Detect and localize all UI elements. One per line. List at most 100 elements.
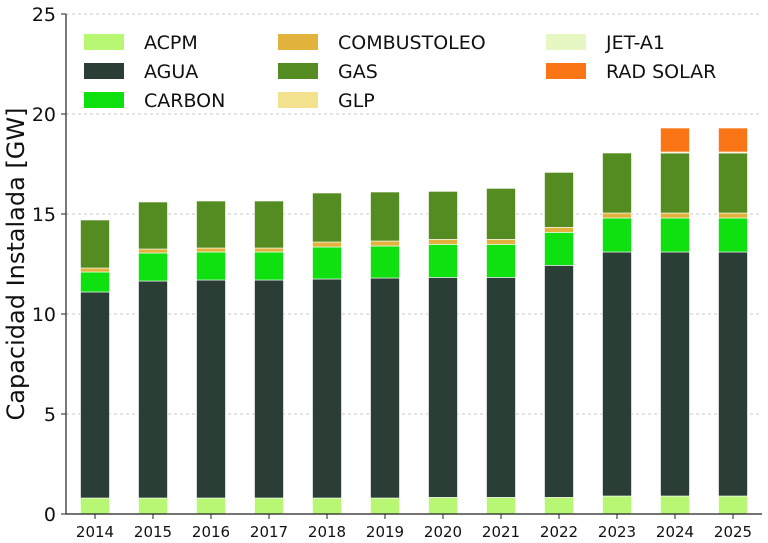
bar-segment-acpm-2019 bbox=[370, 497, 400, 515]
bar-segment-gas-2025 bbox=[718, 152, 748, 214]
legend-swatch-acpm bbox=[84, 34, 124, 50]
bar-segment-agua-2018 bbox=[312, 278, 342, 499]
legend-label: CARBON bbox=[144, 90, 225, 112]
legend-label: COMBUSTOLEO bbox=[338, 32, 486, 54]
bar-segment-combustoleo-2015 bbox=[138, 248, 168, 254]
bar-segment-combustoleo-2022 bbox=[544, 227, 574, 233]
bar-segment-agua-2017 bbox=[254, 279, 284, 499]
x-tick-label: 2021 bbox=[482, 523, 520, 541]
bar-segment-gas-2021 bbox=[486, 188, 516, 240]
bar-segment-combustoleo-2016 bbox=[196, 247, 226, 253]
bar-segment-agua-2020 bbox=[428, 277, 458, 498]
bar-segment-carbon-2017 bbox=[254, 251, 284, 281]
bar-segment-acpm-2021 bbox=[486, 497, 516, 515]
bars bbox=[80, 127, 748, 515]
bar-segment-carbon-2016 bbox=[196, 251, 226, 281]
legend-swatch-jet-a1 bbox=[546, 34, 586, 50]
bar-segment-acpm-2023 bbox=[602, 495, 632, 515]
legend-swatch-rad-solar bbox=[546, 63, 586, 79]
bar-segment-combustoleo-2019 bbox=[370, 240, 400, 247]
x-tick-label: 2017 bbox=[250, 523, 288, 541]
bar-segment-rad-solar-2025 bbox=[718, 127, 748, 153]
bar-segment-agua-2019 bbox=[370, 277, 400, 499]
bar-segment-carbon-2018 bbox=[312, 246, 342, 280]
bar-segment-combustoleo-2025 bbox=[718, 212, 748, 219]
bar-segment-carbon-2022 bbox=[544, 232, 574, 266]
bar-segment-carbon-2015 bbox=[138, 252, 168, 282]
bar-segment-gas-2016 bbox=[196, 200, 226, 249]
bar-segment-carbon-2025 bbox=[718, 217, 748, 253]
bar-segment-acpm-2024 bbox=[660, 495, 690, 515]
bar-segment-acpm-2025 bbox=[718, 495, 748, 515]
bar-segment-carbon-2019 bbox=[370, 245, 400, 279]
y-tick-label: 10 bbox=[32, 304, 56, 326]
bar-segment-acpm-2016 bbox=[196, 497, 226, 515]
x-tick-label: 2016 bbox=[192, 523, 230, 541]
bar-segment-carbon-2021 bbox=[486, 244, 516, 278]
bar-segment-acpm-2017 bbox=[254, 497, 284, 515]
legend-label: GLP bbox=[338, 90, 375, 112]
bar-segment-gas-2020 bbox=[428, 191, 458, 240]
bar-segment-gas-2017 bbox=[254, 200, 284, 249]
bar-segment-rad-solar-2024 bbox=[660, 127, 690, 153]
x-tick-label: 2018 bbox=[308, 523, 346, 541]
x-tick-label: 2023 bbox=[598, 523, 636, 541]
legend-label: JET-A1 bbox=[605, 32, 665, 54]
legend-label: RAD SOLAR bbox=[606, 61, 716, 83]
bar-segment-carbon-2023 bbox=[602, 217, 632, 253]
bar-segment-combustoleo-2017 bbox=[254, 247, 284, 253]
bar-segment-gas-2019 bbox=[370, 191, 400, 242]
bar-segment-agua-2023 bbox=[602, 251, 632, 497]
x-tick-label: 2025 bbox=[714, 523, 752, 541]
legend-swatch-carbon bbox=[84, 92, 124, 108]
bar-segment-agua-2015 bbox=[138, 280, 168, 499]
bar-segment-carbon-2014 bbox=[80, 271, 110, 293]
bar-segment-combustoleo-2024 bbox=[660, 212, 690, 219]
bar-segment-agua-2024 bbox=[660, 251, 690, 497]
bar-segment-agua-2016 bbox=[196, 279, 226, 499]
bar-segment-carbon-2020 bbox=[428, 244, 458, 278]
bar-segment-carbon-2024 bbox=[660, 217, 690, 253]
bar-segment-combustoleo-2018 bbox=[312, 241, 342, 248]
x-tick-label: 2015 bbox=[134, 523, 172, 541]
y-tick-label: 20 bbox=[32, 104, 56, 126]
legend-swatch-glp bbox=[278, 92, 318, 108]
bar-segment-agua-2021 bbox=[486, 277, 516, 498]
bar-segment-acpm-2014 bbox=[80, 497, 110, 515]
bar-segment-gas-2018 bbox=[312, 192, 342, 243]
bar-segment-acpm-2018 bbox=[312, 497, 342, 515]
y-axis-title: Capacidad Instalada [GW] bbox=[2, 108, 30, 421]
bar-segment-agua-2022 bbox=[544, 265, 574, 498]
bar-segment-combustoleo-2021 bbox=[486, 239, 516, 245]
x-tick-label: 2022 bbox=[540, 523, 578, 541]
bar-segment-combustoleo-2020 bbox=[428, 239, 458, 245]
legend: ACPM AGUA CARBON COMBUSTOLEO GAS GLP JET-A1 RAD… bbox=[84, 32, 716, 112]
bar-segment-acpm-2015 bbox=[138, 497, 168, 515]
bar-segment-agua-2014 bbox=[80, 291, 110, 499]
y-tick-label: 15 bbox=[32, 204, 56, 226]
bar-segment-acpm-2022 bbox=[544, 497, 574, 515]
x-tick-label: 2019 bbox=[366, 523, 404, 541]
legend-swatch-agua bbox=[84, 63, 124, 79]
y-tick-label: 5 bbox=[44, 404, 56, 426]
y-tick-label: 25 bbox=[32, 4, 56, 26]
bar-segment-gas-2023 bbox=[602, 152, 632, 214]
legend-swatch-gas bbox=[278, 63, 318, 79]
bar-segment-gas-2014 bbox=[80, 219, 110, 269]
bar-segment-combustoleo-2023 bbox=[602, 212, 632, 219]
bar-segment-gas-2015 bbox=[138, 201, 168, 250]
x-tick-label: 2020 bbox=[424, 523, 462, 541]
x-tick-label: 2024 bbox=[656, 523, 694, 541]
x-tick-label: 2014 bbox=[76, 523, 114, 541]
bar-segment-acpm-2020 bbox=[428, 497, 458, 515]
bar-segment-gas-2024 bbox=[660, 152, 690, 214]
gridlines bbox=[66, 13, 762, 415]
legend-label: GAS bbox=[338, 61, 378, 83]
legend-swatch-combustoleo bbox=[278, 34, 318, 50]
legend-label: ACPM bbox=[144, 32, 198, 54]
bar-segment-gas-2022 bbox=[544, 172, 574, 228]
legend-label: AGUA bbox=[144, 61, 198, 83]
